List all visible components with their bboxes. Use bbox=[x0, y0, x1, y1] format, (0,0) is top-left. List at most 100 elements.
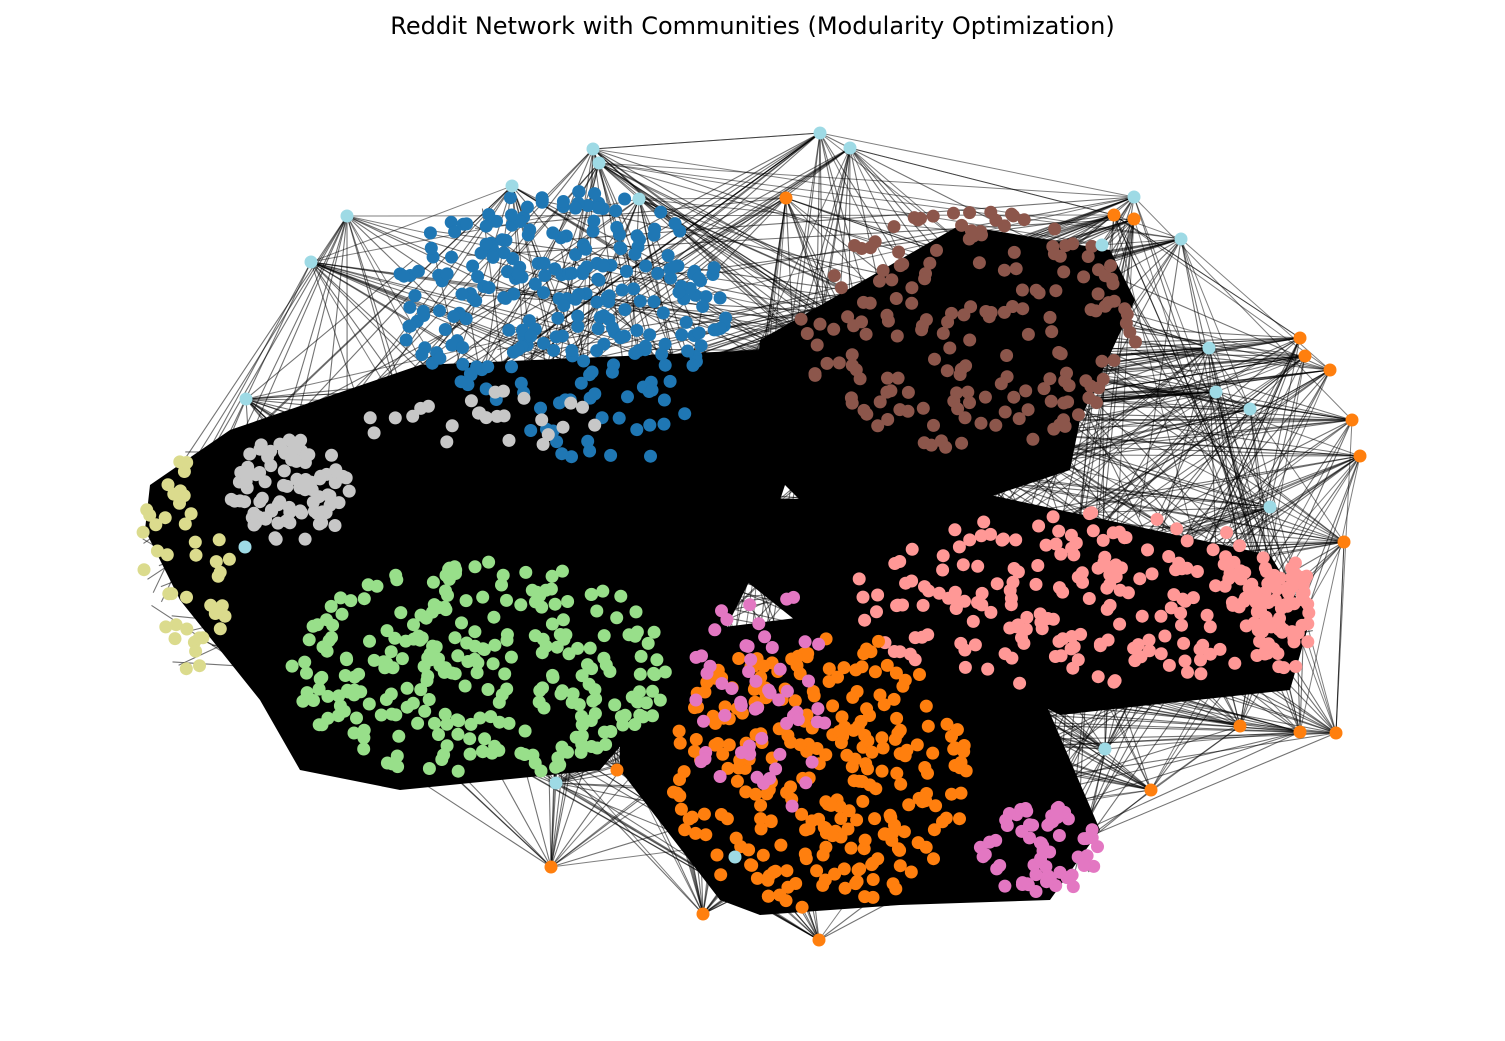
node-orange bbox=[894, 777, 908, 791]
node-blue bbox=[630, 323, 644, 337]
node-orange bbox=[1298, 349, 1312, 363]
node-orange bbox=[890, 711, 904, 725]
edge bbox=[908, 455, 1361, 765]
edge bbox=[596, 414, 1152, 791]
node-pink bbox=[1075, 566, 1089, 580]
node-pink bbox=[1141, 543, 1154, 557]
node-pink bbox=[1277, 623, 1291, 637]
node-lightblue bbox=[1202, 341, 1216, 355]
node-blue bbox=[644, 449, 657, 463]
node-orange bbox=[844, 841, 858, 855]
node-gray bbox=[535, 413, 549, 427]
edge bbox=[555, 337, 1301, 784]
node-pink bbox=[948, 523, 962, 537]
edge bbox=[437, 444, 1337, 734]
node-orange bbox=[672, 724, 686, 738]
node-pink bbox=[1142, 633, 1156, 647]
node-brown bbox=[918, 272, 932, 286]
node-orange bbox=[851, 863, 865, 877]
node-pink bbox=[1267, 642, 1281, 656]
node-brown bbox=[972, 256, 986, 270]
node-olive bbox=[211, 569, 225, 583]
node-blue bbox=[692, 326, 706, 340]
edge bbox=[702, 615, 1294, 915]
node-gray bbox=[564, 396, 578, 410]
edge bbox=[733, 147, 851, 640]
node-green bbox=[631, 695, 644, 709]
node-orange bbox=[710, 848, 724, 862]
node-pink bbox=[1273, 571, 1287, 585]
node-green bbox=[312, 682, 326, 696]
edge bbox=[677, 196, 1135, 281]
node-pink bbox=[1213, 642, 1227, 656]
node-gray bbox=[576, 400, 589, 414]
node-green bbox=[574, 745, 588, 759]
node-pink bbox=[977, 515, 991, 529]
node-blue bbox=[663, 374, 677, 388]
edge bbox=[152, 261, 312, 593]
node-orange bbox=[697, 807, 711, 821]
node-orange bbox=[1107, 208, 1121, 222]
node-orange bbox=[856, 794, 870, 808]
edge bbox=[547, 745, 552, 868]
node-blue bbox=[551, 311, 565, 325]
node-orange bbox=[837, 862, 851, 876]
node-brown bbox=[820, 356, 834, 370]
chart-title: Reddit Network with Communities (Modular… bbox=[390, 12, 1115, 40]
node-green bbox=[389, 708, 403, 722]
edge bbox=[734, 244, 1103, 858]
node-green bbox=[650, 653, 664, 667]
node-brown bbox=[1057, 396, 1071, 410]
node-green bbox=[390, 749, 404, 763]
node-pink bbox=[852, 572, 866, 586]
node-green bbox=[438, 600, 452, 614]
node-orange bbox=[835, 710, 849, 724]
edge bbox=[678, 419, 1353, 440]
edge bbox=[245, 336, 889, 400]
node-orange bbox=[889, 882, 903, 896]
node-pink bbox=[1020, 610, 1034, 624]
node-brown bbox=[827, 269, 841, 283]
node-brown bbox=[1060, 366, 1073, 380]
node-brown bbox=[901, 404, 915, 418]
edge bbox=[1017, 337, 1301, 869]
node-olive bbox=[193, 659, 206, 673]
node-orange bbox=[785, 652, 799, 666]
node-green bbox=[432, 728, 445, 741]
node-olive bbox=[210, 604, 224, 617]
edge bbox=[734, 856, 1030, 894]
node-pink bbox=[1013, 676, 1027, 690]
edge bbox=[274, 445, 1301, 733]
node-green bbox=[468, 625, 482, 639]
node-pink bbox=[1048, 650, 1062, 663]
edge bbox=[1009, 337, 1331, 371]
node-magenta bbox=[689, 693, 703, 707]
node-orange bbox=[769, 864, 782, 878]
node-pink bbox=[1162, 550, 1176, 563]
node-blue bbox=[456, 341, 470, 354]
node-green bbox=[514, 598, 528, 612]
node-brown bbox=[1119, 316, 1133, 330]
node-orange bbox=[1323, 363, 1337, 377]
node-blue bbox=[565, 344, 579, 357]
node-magenta bbox=[978, 848, 992, 861]
node-blue bbox=[618, 303, 632, 317]
node-gray bbox=[289, 454, 303, 468]
node-pink bbox=[888, 557, 902, 570]
node-orange bbox=[1127, 212, 1141, 226]
node-blue bbox=[614, 242, 628, 256]
node-orange bbox=[720, 812, 734, 826]
node-pink bbox=[1194, 667, 1208, 681]
node-pink bbox=[1238, 566, 1252, 580]
node-gray bbox=[588, 418, 602, 432]
node-olive bbox=[180, 590, 193, 604]
node-blue bbox=[423, 226, 437, 240]
node-gray bbox=[242, 466, 256, 480]
edge bbox=[638, 198, 1208, 539]
node-orange bbox=[832, 725, 846, 738]
node-green bbox=[459, 594, 473, 608]
node-green bbox=[419, 611, 433, 625]
node-brown bbox=[954, 362, 968, 376]
edge bbox=[346, 215, 704, 915]
